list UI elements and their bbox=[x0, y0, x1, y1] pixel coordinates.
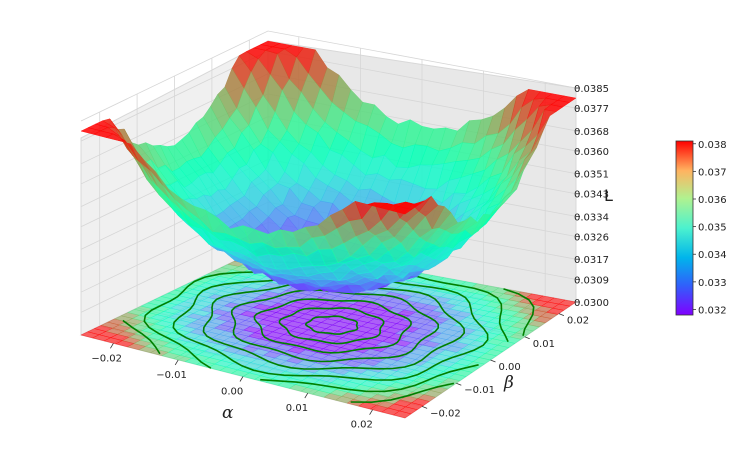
y-tick-mark bbox=[421, 406, 428, 409]
z-tick-label: 0.0377 bbox=[574, 104, 609, 115]
y-tick-label: 0.00 bbox=[499, 362, 521, 373]
y-tick-mark bbox=[558, 313, 565, 316]
z-tick-label: 0.0317 bbox=[574, 255, 609, 266]
x-tick-label: 0.02 bbox=[351, 420, 373, 431]
y-tick-mark bbox=[524, 336, 530, 340]
z-tick-label: 0.0351 bbox=[574, 170, 609, 181]
y-axis-ticks: −0.02 −0.01 0.00 0.01 0.02 bbox=[421, 313, 589, 419]
x-tick-mark bbox=[304, 392, 309, 399]
x-tick-label: −0.01 bbox=[156, 370, 187, 381]
y-tick-mark bbox=[456, 382, 462, 386]
colorbar-tick-label: 0.032 bbox=[698, 305, 727, 316]
x-tick-mark bbox=[110, 343, 114, 349]
colorbar: 0.032 0.033 0.034 0.035 0.036 0.037 0.038 bbox=[675, 140, 727, 316]
z-tick-label: 0.0343 bbox=[574, 190, 609, 201]
colorbar-tick-label: 0.038 bbox=[698, 140, 727, 151]
z-tick-label: 0.0334 bbox=[574, 212, 609, 223]
colorbar-tick-label: 0.037 bbox=[698, 167, 727, 178]
z-axis-ticks: 0.0300 0.0309 0.0317 0.0326 0.0334 0.0343 0.03… bbox=[574, 84, 609, 309]
surface-plot bbox=[80, 40, 577, 294]
colorbar-tick-label: 0.035 bbox=[698, 223, 727, 234]
colorbar-tick-label: 0.036 bbox=[698, 195, 727, 206]
x-tick-mark bbox=[174, 359, 179, 366]
x-tick-mark bbox=[239, 376, 244, 382]
x-tick-label: −0.02 bbox=[91, 353, 122, 364]
x-axis-ticks: −0.02 −0.01 0.00 0.01 0.02 bbox=[91, 343, 373, 431]
colorbar-tick-label: 0.033 bbox=[698, 278, 727, 289]
y-tick-label: −0.01 bbox=[464, 385, 495, 396]
y-tick-mark bbox=[490, 359, 496, 363]
z-tick-label: 0.0360 bbox=[574, 147, 609, 158]
contour-line bbox=[172, 271, 489, 381]
y-tick-label: −0.02 bbox=[430, 408, 461, 419]
x-axis-label: α bbox=[222, 403, 234, 423]
surface-facet bbox=[392, 206, 413, 215]
x-tick-mark bbox=[369, 409, 373, 415]
y-tick-label: 0.02 bbox=[567, 316, 589, 327]
colorbar-ticks: 0.032 0.033 0.034 0.035 0.036 0.037 0.038 bbox=[693, 140, 727, 316]
y-tick-label: 0.01 bbox=[533, 339, 555, 350]
z-tick-label: 0.0300 bbox=[574, 298, 609, 309]
plot-area: 0.0300 0.0309 0.0317 0.0326 0.0334 0.0343 0.03… bbox=[79, 30, 613, 431]
contour-line bbox=[253, 298, 412, 354]
z-tick-label: 0.0368 bbox=[574, 127, 609, 138]
z-tick-label: 0.0385 bbox=[574, 84, 609, 95]
contour-line bbox=[202, 280, 466, 370]
x-tick-label: 0.00 bbox=[221, 387, 243, 398]
contour-line bbox=[278, 307, 385, 345]
colorbar-tick-label: 0.034 bbox=[698, 250, 727, 261]
x-tick-label: 0.01 bbox=[286, 403, 308, 414]
contour-line bbox=[304, 315, 359, 335]
contour-line bbox=[230, 289, 439, 363]
colorbar-gradient bbox=[675, 140, 694, 316]
z-axis-label: L bbox=[604, 186, 613, 205]
z-tick-label: 0.0326 bbox=[574, 233, 609, 244]
z-tick-label: 0.0309 bbox=[574, 275, 609, 286]
y-axis-label: β bbox=[503, 373, 514, 393]
